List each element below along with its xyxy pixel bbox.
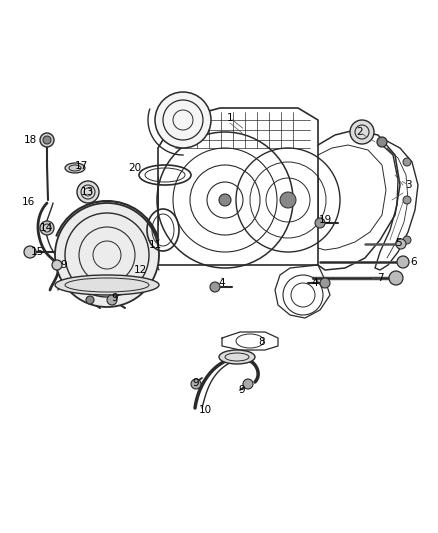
Circle shape — [40, 133, 54, 147]
Circle shape — [403, 158, 411, 166]
Text: 12: 12 — [134, 265, 147, 275]
Circle shape — [77, 181, 99, 203]
Text: 16: 16 — [21, 197, 35, 207]
Circle shape — [320, 278, 330, 288]
Text: 3: 3 — [405, 180, 411, 190]
Text: 15: 15 — [30, 247, 44, 257]
Text: 9: 9 — [193, 378, 199, 388]
Circle shape — [280, 192, 296, 208]
Ellipse shape — [55, 275, 159, 295]
Circle shape — [210, 282, 220, 292]
Circle shape — [397, 256, 409, 268]
Circle shape — [219, 194, 231, 206]
Circle shape — [389, 271, 403, 285]
Text: 14: 14 — [39, 223, 53, 233]
Circle shape — [86, 296, 94, 304]
Text: 6: 6 — [411, 257, 417, 267]
Circle shape — [155, 92, 211, 148]
Text: 17: 17 — [74, 161, 88, 171]
Text: 4: 4 — [312, 278, 318, 288]
Text: 10: 10 — [198, 405, 212, 415]
Circle shape — [243, 379, 253, 389]
Text: 20: 20 — [128, 163, 141, 173]
Text: 7: 7 — [377, 273, 383, 283]
Text: 9: 9 — [61, 260, 67, 270]
Circle shape — [403, 236, 411, 244]
Circle shape — [107, 295, 117, 305]
Circle shape — [40, 221, 54, 235]
Circle shape — [350, 120, 374, 144]
Circle shape — [403, 196, 411, 204]
Circle shape — [315, 218, 325, 228]
Text: 13: 13 — [81, 187, 94, 197]
Circle shape — [43, 136, 51, 144]
Circle shape — [52, 260, 62, 270]
Text: 19: 19 — [318, 215, 332, 225]
Text: 5: 5 — [395, 238, 401, 248]
Text: 18: 18 — [23, 135, 37, 145]
Circle shape — [24, 246, 36, 258]
Ellipse shape — [65, 163, 85, 173]
Text: 8: 8 — [259, 337, 265, 347]
Text: 1: 1 — [227, 113, 233, 123]
Circle shape — [377, 137, 387, 147]
Circle shape — [396, 239, 406, 249]
Ellipse shape — [219, 350, 255, 364]
Text: 11: 11 — [148, 240, 162, 250]
Text: 9: 9 — [112, 293, 118, 303]
Text: 4: 4 — [219, 278, 225, 288]
Text: 2: 2 — [357, 127, 363, 137]
Text: 9: 9 — [239, 385, 245, 395]
Circle shape — [55, 203, 159, 307]
Circle shape — [191, 379, 201, 389]
